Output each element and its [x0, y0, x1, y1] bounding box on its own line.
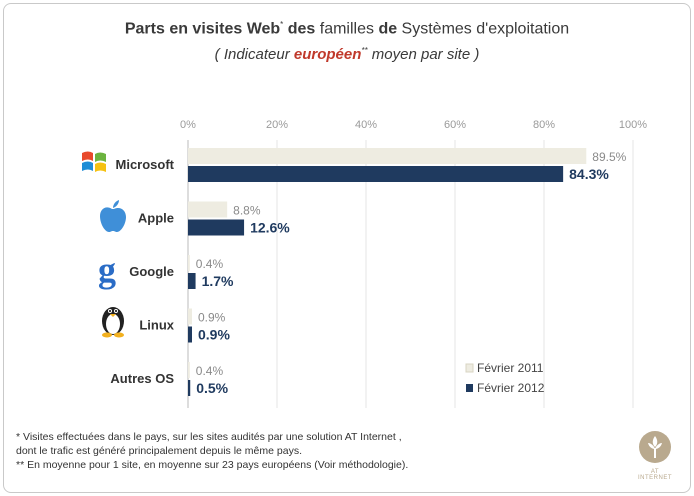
x-tick-label: 80% — [533, 119, 555, 131]
category-label: Apple — [138, 211, 174, 226]
footnote-1-cont: dont le trafic est généré principalement… — [16, 445, 302, 457]
bar-2011 — [188, 362, 190, 378]
footnotes: * Visites effectuées dans le pays, sur l… — [16, 430, 408, 472]
bar-chart: g 0% 20% 40% 60% 80% 100% Microsoft 89.5% 84.3% A… — [82, 119, 647, 408]
data-label: 89.5% — [592, 150, 626, 164]
x-tick-label: 40% — [355, 119, 377, 131]
bar-2011 — [188, 255, 190, 271]
google-logo-icon: g — [98, 250, 116, 290]
bar-2012 — [188, 273, 196, 289]
data-label: 0.9% — [198, 327, 230, 343]
legend-label: Février 2012 — [477, 381, 545, 395]
bar-2012 — [188, 380, 191, 396]
x-tick-label: 60% — [444, 119, 466, 131]
data-label: 0.9% — [198, 311, 226, 325]
data-label: 84.3% — [569, 166, 609, 182]
apple-logo-icon — [100, 200, 126, 232]
data-label: 0.4% — [196, 257, 224, 271]
category-label: Microsoft — [116, 157, 175, 172]
footnote-2: ** En moyenne pour 1 site, en moyenne su… — [16, 459, 409, 471]
bar-2012 — [188, 219, 245, 236]
legend-swatch — [466, 384, 473, 392]
bar-2012 — [188, 326, 193, 343]
bar-2011 — [188, 148, 587, 164]
wheat-icon — [639, 431, 671, 463]
footnote-1: * Visites effectuées dans le pays, sur l… — [16, 431, 402, 443]
legend-swatch — [465, 363, 474, 373]
x-tick-label: 0% — [180, 119, 196, 131]
category-label: Google — [129, 264, 174, 279]
bar-2011 — [188, 308, 193, 325]
data-label: 0.4% — [196, 364, 224, 378]
chart-title: Parts en visites Web* des familles de Sy… — [124, 20, 570, 38]
logo-text: AT INTERNET — [638, 469, 672, 481]
svg-text:g: g — [98, 250, 116, 290]
bar-2011 — [188, 201, 228, 218]
data-label: 12.6% — [250, 220, 290, 236]
category-label: Autres OS — [110, 371, 174, 386]
legend-label: Février 2011 — [477, 361, 544, 375]
legend: Février 2011 Février 2012 — [465, 361, 545, 395]
bar-2012 — [188, 166, 564, 182]
at-internet-logo: AT INTERNET — [633, 430, 677, 481]
linux-tux-icon — [102, 307, 124, 338]
x-tick-label: 20% — [266, 119, 288, 131]
data-label: 0.5% — [196, 380, 228, 396]
category-label: Linux — [139, 318, 174, 333]
data-label: 1.7% — [202, 273, 234, 289]
windows-logo-icon — [82, 151, 106, 172]
chart-frame — [3, 3, 691, 493]
x-tick-label: 100% — [619, 119, 647, 131]
chart-subtitle: ( Indicateur européen** moyen par site ) — [214, 46, 480, 63]
data-label: 8.8% — [233, 204, 261, 218]
